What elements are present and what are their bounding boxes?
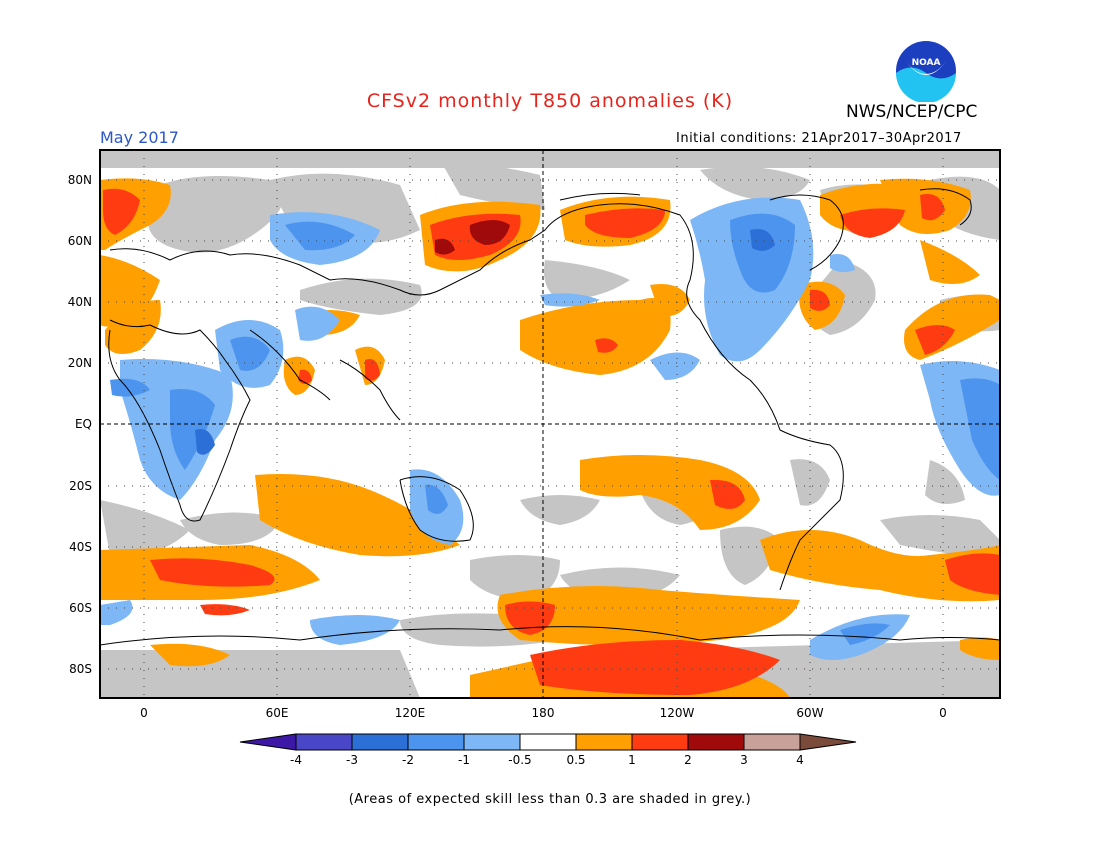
colorbar-segment [295,733,353,751]
lon-label: 60E [266,706,289,720]
lat-label: 80S [69,662,92,676]
lat-label: 60S [69,601,92,615]
forecast-month: May 2017 [100,128,179,147]
anomaly-blue [110,213,1000,645]
skill-note: (Areas of expected skill less than 0.3 a… [348,792,752,807]
lat-label: 40N [68,295,92,309]
lon-label: 180 [532,706,555,720]
logo-text: NOAA [912,58,941,68]
lat-lon-grid [100,150,1000,698]
colorbar-segment [575,733,633,751]
colorbar-segment [687,733,745,751]
map-frame [99,149,1001,699]
colorbar-tick-label: -0.5 [508,753,531,767]
colorbar-tick-label: -2 [402,753,414,767]
anomaly-dark-blue [195,229,775,455]
colorbar-segment [519,733,577,751]
colorbar-tick-label: -1 [458,753,470,767]
colorbar-tick-label: 0.5 [566,753,585,767]
agency-label: NWS/NCEP/CPC [846,102,978,122]
colorbar-segment [743,733,801,751]
colorbar-tick-label: -3 [346,753,358,767]
lon-label: 0 [140,706,148,720]
colorbar-segment [407,733,465,751]
colorbar-tick-label: -4 [290,753,302,767]
colorbar-tick-label: 4 [796,753,804,767]
lat-label: 60N [68,234,92,248]
colorbar-segment [351,733,409,751]
equator-dateline [100,150,1000,698]
colorbar-tick-label: 2 [684,753,692,767]
lat-label: EQ [75,417,92,431]
anomaly-dark-red [435,220,510,255]
map-title: CFSv2 monthly T850 anomalies (K) [366,90,734,112]
colorbar-arrow-high [799,733,857,751]
colorbar-arrow-low [239,733,297,751]
lon-labels: 0 60E 120E 180 120W 60W 0 [140,706,947,720]
noaa-logo: NOAA [896,41,956,102]
lon-label: 120W [660,706,695,720]
lat-label: 20N [68,356,92,370]
colorbar-tick-label: 1 [628,753,636,767]
colorbar-tick-label: 3 [740,753,748,767]
lat-label: 40S [69,540,92,554]
coastlines [100,188,1000,646]
lat-label: 20S [69,479,92,493]
colorbar-segment [631,733,689,751]
lon-label: 60W [796,706,823,720]
lon-label: 0 [939,706,947,720]
lat-label: 80N [68,173,92,187]
colorbar-labels: -4 -3 -2 -1 -0.5 0.5 1 2 3 4 [290,753,804,767]
initial-conditions: Initial conditions: 21Apr2017–30Apr2017 [676,131,962,146]
lat-labels: 80N 60N 40N 20N EQ 20S 40S 60S 80S [68,173,92,676]
lon-label: 120E [395,706,426,720]
colorbar-segment [463,733,521,751]
colorbar [239,733,857,751]
